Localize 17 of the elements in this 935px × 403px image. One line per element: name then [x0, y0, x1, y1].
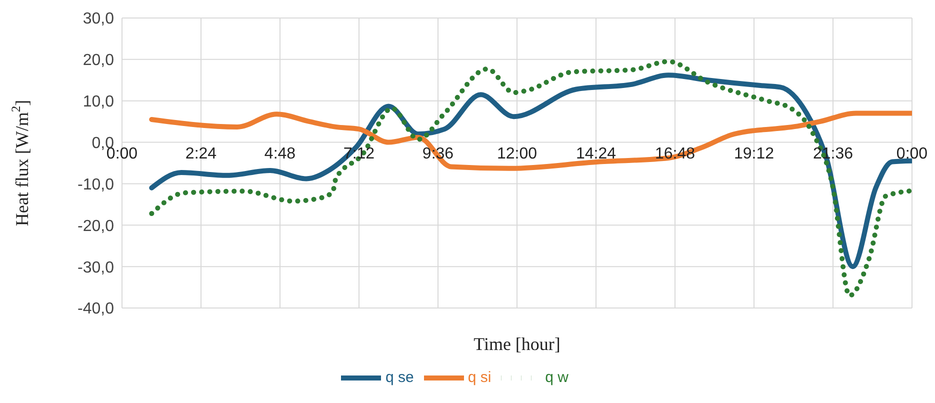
- x-tick-label: 19:12: [734, 145, 774, 162]
- y-tick-label: 30,0: [82, 10, 114, 28]
- legend-label: q si: [468, 368, 492, 386]
- x-axis-title: Time [hour]: [474, 334, 560, 354]
- y-tick-label: 20,0: [82, 52, 114, 70]
- y-tick-label: -30,0: [78, 259, 114, 276]
- legend-label: q w: [545, 368, 569, 386]
- x-tick-label: 4:48: [264, 145, 296, 162]
- x-tick-label: 14:24: [576, 145, 616, 162]
- y-tick-label: -10,0: [78, 176, 114, 194]
- x-tick-label: 12:00: [496, 145, 538, 162]
- y-tick-label: 10,0: [82, 94, 114, 111]
- y-tick-label: -20,0: [78, 218, 114, 235]
- legend-label: q se: [385, 368, 414, 386]
- x-tick-label: 0:00: [896, 145, 928, 162]
- y-tick-label: -40,0: [78, 300, 114, 318]
- x-tick-label: 2:24: [185, 145, 217, 162]
